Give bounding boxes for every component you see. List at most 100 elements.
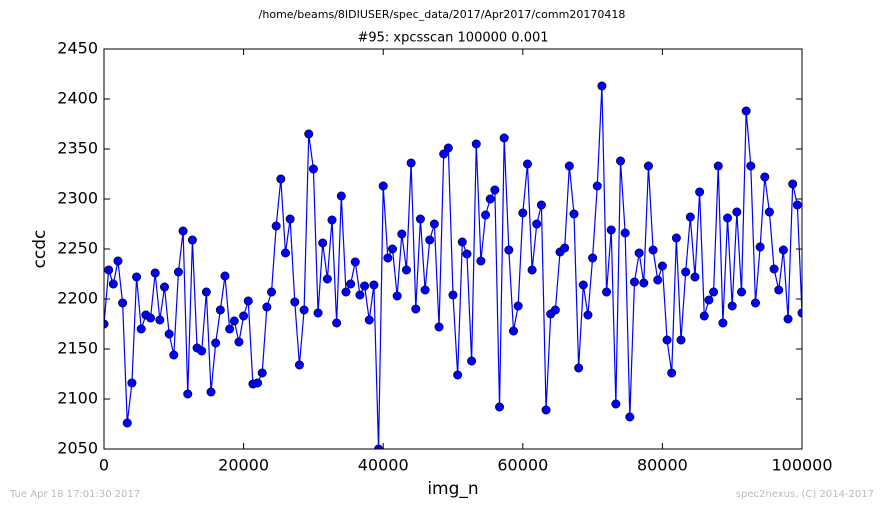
data-point (481, 210, 491, 220)
y-tick-label: 2400 (57, 89, 98, 108)
data-point (574, 363, 584, 373)
data-point (522, 159, 532, 169)
data-point (318, 238, 328, 248)
data-point (699, 311, 709, 321)
data-point (299, 305, 309, 315)
data-point (671, 233, 681, 243)
data-point (406, 158, 416, 168)
data-point (643, 161, 653, 171)
data-point (648, 245, 658, 255)
data-point (527, 265, 537, 275)
data-point (234, 337, 244, 347)
data-point (462, 249, 472, 259)
data-point (332, 318, 342, 328)
data-point (746, 161, 756, 171)
data-point (518, 208, 528, 218)
data-point (397, 229, 407, 239)
data-point (709, 287, 719, 297)
data-point (108, 279, 118, 289)
data-point (308, 164, 318, 174)
data-point (681, 267, 691, 277)
data-point (490, 185, 500, 195)
data-point (243, 296, 253, 306)
data-point (276, 174, 286, 184)
data-point (583, 310, 593, 320)
data-point (755, 242, 765, 252)
data-point (290, 297, 300, 307)
data-point (118, 298, 128, 308)
data-point (629, 277, 639, 287)
data-point (173, 267, 183, 277)
data-point (750, 298, 760, 308)
data-point (378, 181, 388, 191)
data-point (127, 378, 137, 388)
data-point (336, 191, 346, 201)
data-point (155, 315, 165, 325)
data-point (159, 282, 169, 292)
data-point (429, 219, 439, 229)
footer-left: Tue Apr 18 17:01:30 2017 (9, 489, 140, 500)
data-point (737, 287, 747, 297)
data-point (504, 245, 514, 255)
y-tick-label: 2250 (57, 239, 98, 258)
data-point (541, 405, 551, 415)
data-point (718, 318, 728, 328)
data-point (457, 237, 467, 247)
data-point (592, 181, 602, 191)
suptitle: /home/beams/8IDIUSER/spec_data/2017/Apr2… (259, 8, 626, 21)
data-point (597, 81, 607, 91)
data-point (783, 314, 793, 324)
data-point (690, 272, 700, 282)
data-point (401, 265, 411, 275)
data-point (183, 389, 193, 399)
y-tick-label: 2050 (57, 439, 98, 458)
data-point (285, 214, 295, 224)
x-tick-label: 20000 (218, 456, 269, 475)
data-point (146, 313, 156, 323)
data-point (704, 295, 714, 305)
data-point (411, 304, 421, 314)
x-tick-label: 40000 (358, 456, 409, 475)
x-tick-label: 100000 (771, 456, 832, 475)
data-point (201, 287, 211, 297)
data-point (662, 335, 672, 345)
data-point (225, 324, 235, 334)
data-point (685, 212, 695, 222)
data-point (792, 200, 802, 210)
plot-area (104, 81, 802, 449)
data-point (695, 187, 705, 197)
data-point (187, 235, 197, 245)
data-point (113, 256, 123, 266)
data-point (620, 228, 630, 238)
data-point (485, 194, 495, 204)
data-point (741, 106, 751, 116)
data-point (364, 315, 374, 325)
data-point (197, 346, 207, 356)
data-point (211, 338, 221, 348)
data-point (453, 370, 463, 380)
data-point (388, 244, 398, 254)
chart-title: #95: xpcsscan 100000 0.001 (357, 31, 548, 46)
data-point (657, 261, 667, 271)
data-point (616, 156, 626, 166)
data-point (764, 207, 774, 217)
data-point (253, 378, 263, 388)
data-point (369, 280, 379, 290)
data-point (229, 316, 239, 326)
data-point (392, 291, 402, 301)
footer-right: spec2nexus, (C) 2014-2017 (736, 489, 874, 500)
data-point (569, 209, 579, 219)
data-point (639, 278, 649, 288)
data-point (415, 214, 425, 224)
data-point (220, 271, 230, 281)
data-point (476, 256, 486, 266)
data-point (788, 179, 798, 189)
data-point (467, 356, 477, 366)
data-point (723, 213, 733, 223)
data-point (732, 207, 742, 217)
data-point (443, 143, 453, 153)
data-point (304, 129, 314, 139)
data-point (713, 161, 723, 171)
y-tick-label: 2150 (57, 339, 98, 358)
